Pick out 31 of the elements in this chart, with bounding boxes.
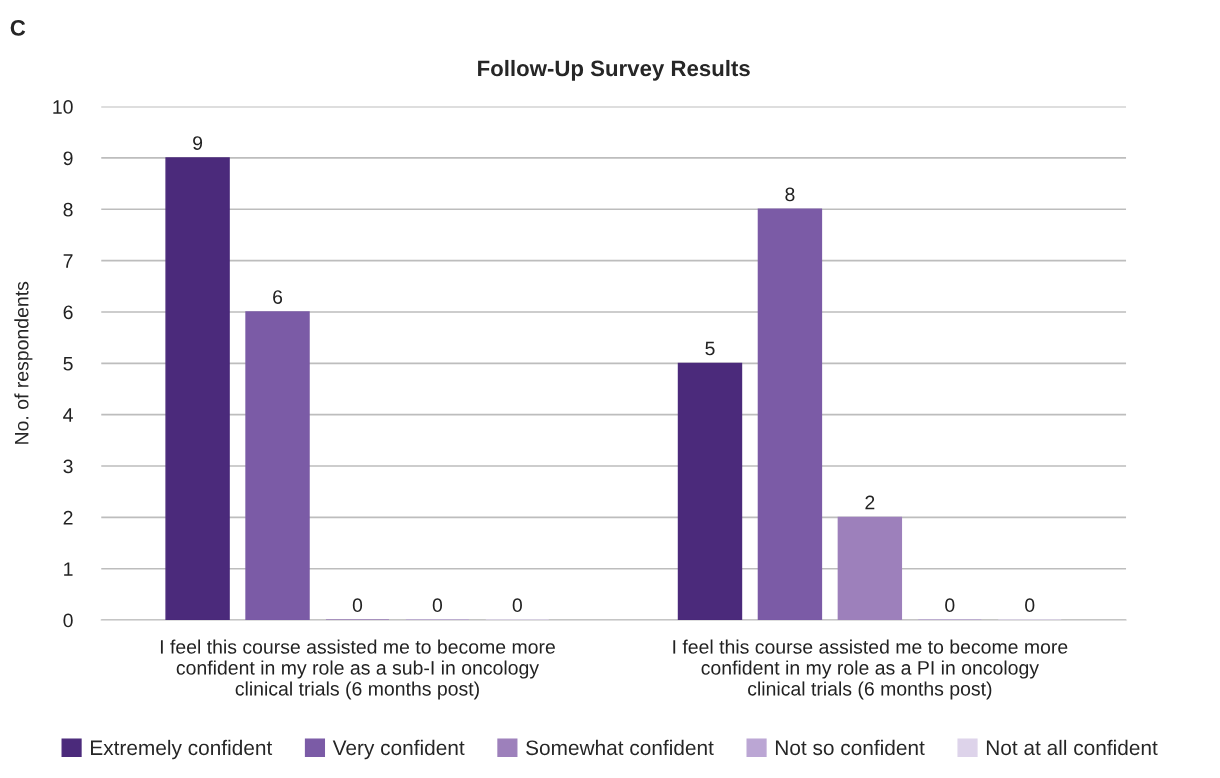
data-label: 0	[352, 598, 363, 613]
y-tick-label: 8	[63, 202, 73, 217]
legend-label: Extremely confident	[91, 739, 273, 760]
data-label: 9	[193, 136, 203, 150]
y-tick-label: 9	[63, 151, 73, 166]
data-label: 8	[785, 187, 795, 202]
x-tick-label: I feel this course assisted me to become more confident in my role as a sub-I in oncology clinical trials (6 months post)	[160, 639, 555, 700]
y-tick-label: 7	[63, 254, 73, 268]
data-label: 6	[273, 290, 283, 304]
y-tick-label: 5	[63, 356, 73, 371]
data-label: 5	[705, 341, 715, 356]
y-tick-label: 10	[53, 100, 73, 114]
y-tick-label: 2	[63, 510, 73, 525]
text: C	[10, 20, 26, 36]
data-label: 2	[865, 495, 875, 510]
legend-label: Not at all confident	[986, 739, 1158, 756]
legend-label: Very confident	[332, 739, 465, 760]
y-tick-label: 3	[63, 459, 73, 474]
y-tick-label: 1	[64, 562, 73, 576]
data-label: 0	[1025, 598, 1035, 613]
data-label: 0	[945, 598, 955, 613]
y-tick-label: 4	[63, 408, 73, 422]
y-tick-label: 0	[63, 613, 73, 628]
data-label: 0	[512, 598, 522, 613]
x-tick-label: I feel this course assisted me to become more confident in my role as a PI in oncology clinical trials (6 months post)	[673, 639, 1068, 700]
legend-label: Somewhat confident	[526, 739, 714, 756]
chart-title: Follow-Up Survey Results	[478, 59, 750, 81]
y-axis-title: No. of respondents	[14, 281, 33, 444]
data-label: 0	[432, 598, 443, 613]
y-tick-label: 6	[63, 305, 73, 320]
legend-label: Not so confident	[775, 739, 925, 756]
